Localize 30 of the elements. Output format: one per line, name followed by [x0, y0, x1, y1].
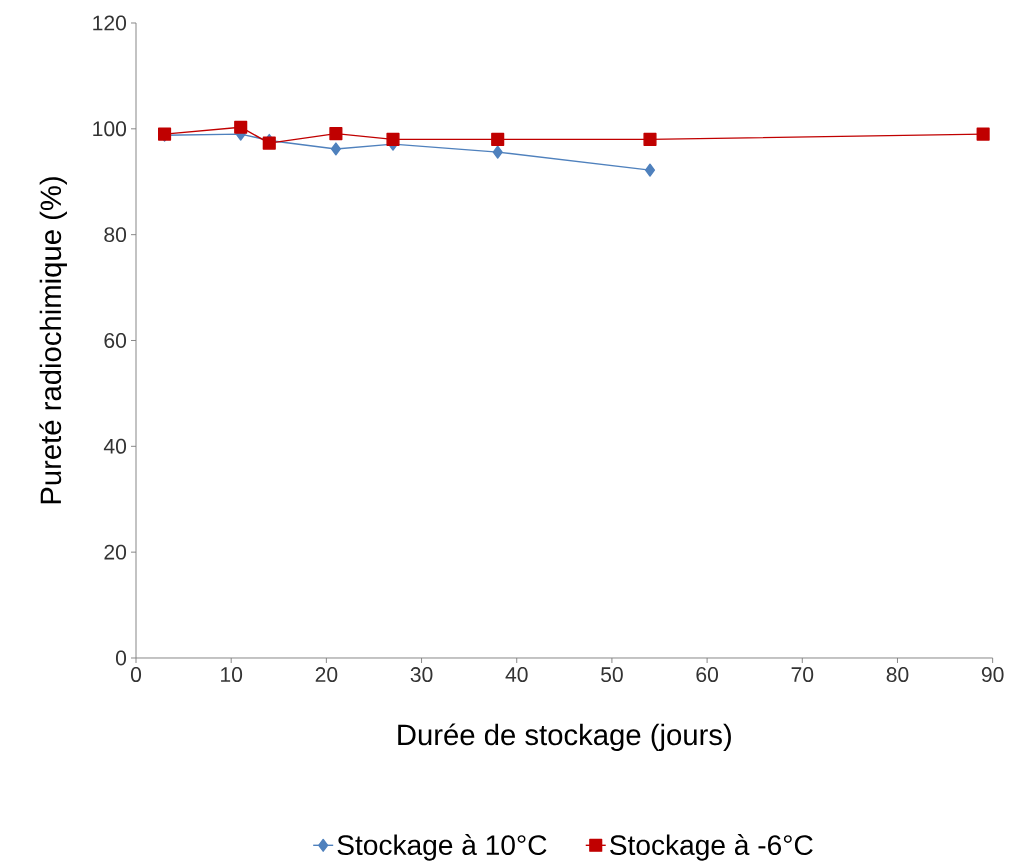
y-tick-label: 120	[93, 15, 127, 31]
x-tick-label: 10	[221, 667, 243, 683]
point	[492, 145, 503, 159]
point	[386, 132, 400, 146]
point	[643, 132, 657, 146]
y-axis-title: Pureté radiochimique (%)	[39, 177, 67, 504]
x-tick-label: 70	[791, 667, 814, 683]
x-tick-label: 60	[696, 667, 719, 683]
legend-label: Stockage à -6°C	[610, 834, 813, 861]
point	[976, 127, 990, 141]
y-tick-label: 100	[93, 121, 127, 137]
x-tick-label: 90	[981, 667, 1004, 683]
legend-label: Stockage à 10°C	[337, 834, 547, 861]
x-tick-label: 50	[601, 667, 623, 683]
x-tick-label: 20	[315, 667, 338, 683]
point	[234, 120, 248, 134]
y-tick-label: 0	[115, 650, 127, 666]
y-tick-label: 20	[104, 544, 127, 560]
point	[644, 163, 656, 177]
point	[330, 142, 341, 156]
y-tick-label: 40	[103, 438, 127, 454]
point	[491, 132, 505, 146]
x-tick-label: 0	[130, 667, 142, 683]
x-tick-label: 80	[886, 667, 909, 683]
point	[329, 127, 343, 141]
y-tick-label: 60	[104, 333, 127, 348]
x-axis-title: Durée de stockage (jours)	[398, 723, 731, 752]
x-tick-label: 40	[505, 667, 528, 683]
y-tick-label: 80	[104, 227, 127, 243]
x-tick-label: 30	[410, 667, 433, 683]
